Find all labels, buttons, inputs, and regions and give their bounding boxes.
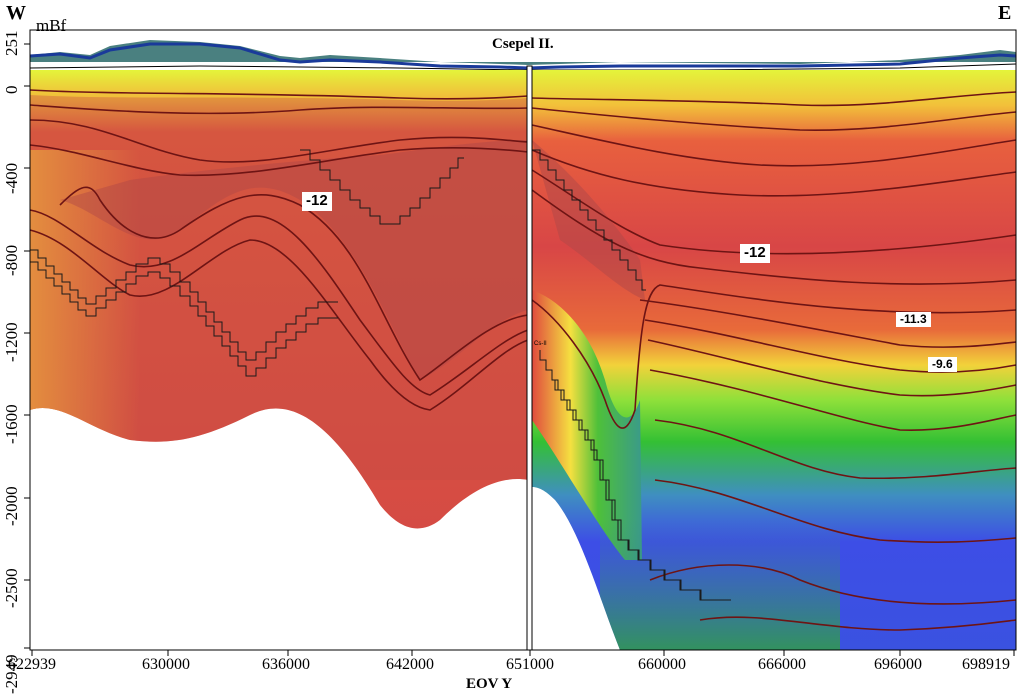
x-tick-label: 660000 [638, 656, 686, 673]
y-tick-label: 251 [2, 30, 21, 57]
contour-label: -11.3 [896, 312, 931, 328]
well-label: Cs-II [534, 341, 547, 347]
y-tick-label: -2500 [2, 568, 21, 608]
x-tick-label: 636000 [262, 656, 310, 673]
west-block [30, 70, 528, 529]
x-tick-label: 642000 [386, 656, 434, 673]
unit-label: mBf [36, 16, 67, 35]
y-ticks [24, 43, 30, 649]
borehole-cs-ii [526, 65, 533, 651]
east-label: E [998, 2, 1012, 24]
x-tick-label: 696000 [874, 656, 922, 673]
y-tick-label: -2000 [2, 486, 21, 526]
x-ticks [31, 650, 1015, 656]
y-tick-label: -800 [2, 244, 21, 276]
profile-name: Csepel II. [492, 36, 554, 52]
contour-label: -12 [302, 192, 332, 211]
y-tick-label: -1600 [2, 404, 21, 444]
x-axis-title: EOV Y [466, 676, 513, 692]
x-tick-label: 651000 [506, 656, 554, 673]
y-tick-label: -400 [2, 162, 21, 194]
contour-label: -12 [740, 244, 770, 263]
x-tick-label: 666000 [758, 656, 806, 673]
y-tick-label: 0 [2, 85, 21, 95]
x-tick-label: 622939 [8, 656, 56, 673]
x-tick-label: 698919 [962, 656, 1010, 673]
surface-line [29, 42, 1017, 70]
west-label: W [6, 2, 26, 24]
x-tick-label: 630000 [142, 656, 190, 673]
east-contours [531, 91, 1017, 631]
y-tick-label: -1200 [2, 322, 21, 362]
west-contours [29, 89, 529, 411]
plot-frame [29, 29, 1017, 651]
contour-label: -9.6 [928, 357, 957, 373]
block-outlines [30, 149, 731, 601]
